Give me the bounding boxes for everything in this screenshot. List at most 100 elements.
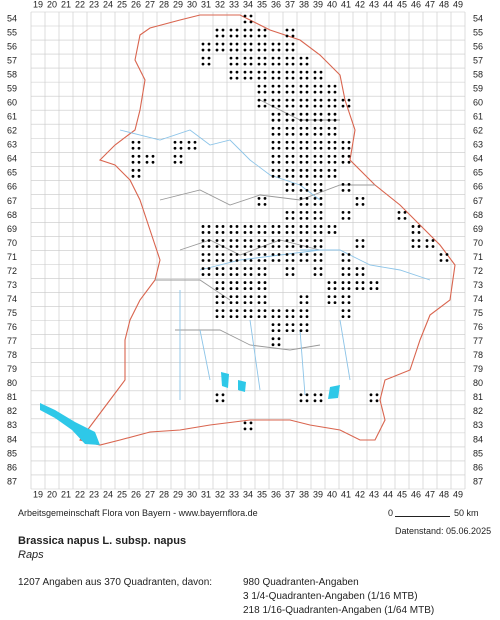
- record-dot: [319, 98, 323, 102]
- record-dot: [257, 281, 261, 284]
- record-dot: [319, 393, 323, 397]
- record-dot: [179, 154, 183, 158]
- record-dot: [221, 253, 225, 256]
- record-dot: [347, 188, 351, 192]
- row-label: 54: [473, 13, 483, 23]
- record-dot: [291, 98, 295, 102]
- record-dot: [131, 168, 135, 172]
- record-dot: [257, 42, 261, 46]
- record-dot: [221, 225, 225, 228]
- record-dot: [235, 259, 239, 262]
- record-dot: [221, 295, 225, 298]
- record-dot: [355, 273, 359, 276]
- record-dot: [333, 225, 337, 228]
- record-dot: [341, 287, 345, 290]
- record-dot: [299, 126, 303, 130]
- record-dot: [361, 267, 365, 270]
- record-dot: [137, 140, 141, 144]
- record-dot: [313, 231, 317, 234]
- record-dot: [271, 140, 275, 144]
- record-dot: [271, 309, 275, 313]
- record-dot: [313, 267, 317, 270]
- record-dot: [229, 287, 233, 290]
- record-dot: [243, 225, 247, 228]
- row-label: 85: [7, 448, 17, 458]
- column-label: 48: [439, 0, 449, 9]
- scale-bar: [395, 516, 450, 517]
- column-label: 25: [117, 489, 127, 499]
- column-label: 19: [33, 0, 43, 9]
- record-dot: [229, 267, 233, 270]
- record-dot: [257, 34, 261, 38]
- record-dot: [221, 231, 225, 234]
- record-dot: [313, 225, 317, 228]
- record-dot: [291, 62, 295, 66]
- district-border: [155, 99, 375, 351]
- record-dot: [285, 84, 289, 88]
- record-dot: [263, 48, 267, 52]
- row-label: 72: [473, 266, 483, 276]
- record-dot: [249, 14, 253, 18]
- record-dot: [277, 112, 281, 116]
- record-dot: [249, 239, 253, 242]
- record-dot: [285, 56, 289, 60]
- record-dot: [319, 154, 323, 158]
- column-label: 27: [145, 489, 155, 499]
- record-dot: [215, 48, 219, 52]
- record-dot: [207, 259, 211, 262]
- record-dot: [263, 62, 267, 66]
- record-dot: [235, 315, 239, 319]
- record-dot: [341, 188, 345, 192]
- record-dot: [313, 245, 317, 248]
- record-dot: [201, 231, 205, 234]
- record-dot: [215, 301, 219, 304]
- record-dot: [271, 329, 275, 333]
- record-dot: [299, 84, 303, 88]
- record-dot: [285, 267, 289, 270]
- column-label: 35: [257, 489, 267, 499]
- row-label: 84: [473, 434, 483, 444]
- record-dot: [271, 259, 275, 262]
- column-label: 33: [229, 489, 239, 499]
- record-dot: [277, 231, 281, 234]
- record-dot: [319, 132, 323, 136]
- record-dot: [319, 273, 323, 276]
- record-dot: [313, 168, 317, 172]
- record-dot: [291, 104, 295, 108]
- record-dot: [319, 126, 323, 130]
- record-dot: [299, 323, 303, 327]
- record-dot: [347, 273, 351, 276]
- record-dot: [285, 211, 289, 214]
- record-dot: [221, 399, 225, 403]
- record-dot: [319, 84, 323, 88]
- record-dot: [179, 160, 183, 164]
- row-label: 63: [473, 140, 483, 150]
- record-dot: [445, 253, 449, 256]
- record-dot: [285, 28, 289, 32]
- record-dot: [361, 281, 365, 284]
- record-dot: [327, 154, 331, 158]
- record-dot: [285, 62, 289, 66]
- record-dot: [277, 70, 281, 74]
- record-dot: [291, 56, 295, 60]
- record-dot: [257, 28, 261, 32]
- record-dot: [271, 42, 275, 46]
- record-dot: [221, 281, 225, 284]
- record-dot: [319, 239, 323, 242]
- record-dot: [291, 174, 295, 178]
- record-dot: [411, 225, 415, 228]
- column-label: 28: [159, 489, 169, 499]
- record-dot: [341, 281, 345, 284]
- record-dot: [285, 188, 289, 192]
- record-dot: [257, 273, 261, 276]
- record-dot: [291, 315, 295, 319]
- record-dot: [215, 259, 219, 262]
- record-dot: [305, 118, 309, 122]
- record-dot: [319, 196, 323, 200]
- row-label: 55: [7, 27, 17, 37]
- record-dot: [417, 225, 421, 228]
- record-dot: [291, 329, 295, 333]
- record-dot: [333, 90, 337, 94]
- row-label: 68: [473, 210, 483, 220]
- record-dot: [263, 301, 267, 304]
